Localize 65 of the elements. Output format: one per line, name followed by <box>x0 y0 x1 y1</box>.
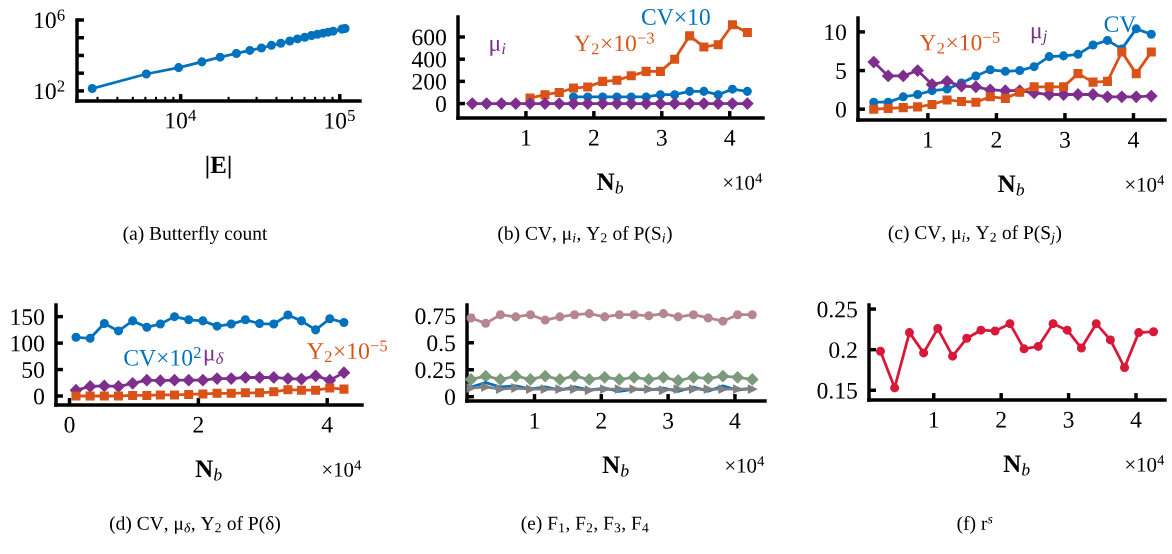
text: (a) Butterfly count <box>123 226 268 244</box>
x-tick-label: 1 <box>522 129 531 146</box>
y-tick-label: 200 <box>412 73 446 90</box>
y-tick-label: 10$^{2}$ <box>35 80 65 100</box>
series-label: Y$_{2}$×10$^{−5}$ <box>919 31 1000 54</box>
x-tick-label: 1 <box>929 411 939 428</box>
y-tick-label: 5 <box>836 63 846 79</box>
x-tick-label: 4 <box>1130 411 1142 428</box>
text: ×10$^{4}$ <box>323 460 362 477</box>
y-tick-label: 0.15 <box>817 382 857 399</box>
text: (c) CV, μ$_{i}$, Y$_{2}$ of P(S$_{j}$) <box>888 225 1062 245</box>
x-axis-title: N$_{b}$ <box>998 175 1025 196</box>
x-tick-label: 4 <box>724 129 736 146</box>
x-tick-label: 4 <box>729 412 741 429</box>
x-tick-label: 2 <box>991 131 1002 148</box>
x-axis-title: N$_{b}$ <box>602 456 629 477</box>
y-tick-label: 0.5 <box>427 335 455 352</box>
x-tick-label: 3 <box>657 129 667 146</box>
x-tick-label: 2 <box>996 411 1006 428</box>
x-tick-label: 4 <box>1128 131 1140 148</box>
series-label: CV×10$^{2}$ <box>124 347 201 366</box>
x-tick-label: 2 <box>193 416 203 433</box>
y-tick-label: 0.25 <box>817 301 857 318</box>
text: ×10$^{4}$ <box>724 173 763 190</box>
y-tick-label: 50 <box>22 362 44 378</box>
text: ×10$^{4}$ <box>726 456 765 473</box>
x-tick-label: 1 <box>530 412 539 429</box>
series-label: μ$_{i}$ <box>490 39 506 56</box>
text: ×10$^{4}$ <box>1126 455 1165 472</box>
y-tick-label: 0 <box>33 388 44 405</box>
series-label: μ$_{j}$ <box>1031 27 1047 45</box>
y-tick-label: 600 <box>412 29 446 46</box>
x-tick-label: 3 <box>663 412 674 429</box>
text: (d) CV, μ$_{δ}$, Y$_{2}$ of P(δ) <box>110 515 280 534</box>
x-tick-label: 10$^{4}$ <box>166 109 197 129</box>
series-label: Y$_{2}$×10$^{−3}$ <box>574 32 654 55</box>
y-tick-label: 0.25 <box>415 362 455 379</box>
y-tick-label: 10$^{6}$ <box>35 9 65 29</box>
y-tick-label: 100 <box>11 335 44 352</box>
x-axis-title: |E| <box>206 155 231 179</box>
x-tick-label: 4 <box>321 416 333 433</box>
y-tick-label: 150 <box>11 309 44 326</box>
x-tick-label: 2 <box>588 129 599 146</box>
y-tick-label: 10 <box>825 24 846 41</box>
x-axis-title: N$_{b}$ <box>1003 455 1030 476</box>
y-tick-label: 0 <box>444 389 455 406</box>
y-tick-label: 0.75 <box>415 308 455 325</box>
x-axis-title: N$_{b}$ <box>195 460 222 481</box>
text: ×10$^{4}$ <box>1126 175 1165 192</box>
x-tick-label: 2 <box>596 412 606 429</box>
y-tick-label: 0.2 <box>829 342 857 359</box>
x-tick-label: 1 <box>924 131 933 148</box>
series-label: CV <box>1104 16 1137 33</box>
x-axis-title: N$_{b}$ <box>597 173 624 194</box>
x-tick-label: 3 <box>1063 411 1074 428</box>
series-label: Y$_{2}$×10$^{−5}$ <box>307 340 388 363</box>
series-label: μ$_{δ}$ <box>204 349 224 366</box>
y-tick-label: 400 <box>411 51 446 68</box>
x-tick-label: 3 <box>1060 131 1070 148</box>
text: CV×10 <box>641 9 710 26</box>
text: (e) F$_{1}$, F$_{2}$, F$_{3}$, F$_{4}$ <box>521 516 649 534</box>
y-tick-label: 0 <box>435 96 446 112</box>
x-tick-label: 10$^{5}$ <box>325 110 355 129</box>
text: (b) CV, μ$_{i}$, Y$_{2}$ of P(S$_{i}$) <box>498 225 672 244</box>
text: (f) r$^{s}$ <box>957 515 993 534</box>
